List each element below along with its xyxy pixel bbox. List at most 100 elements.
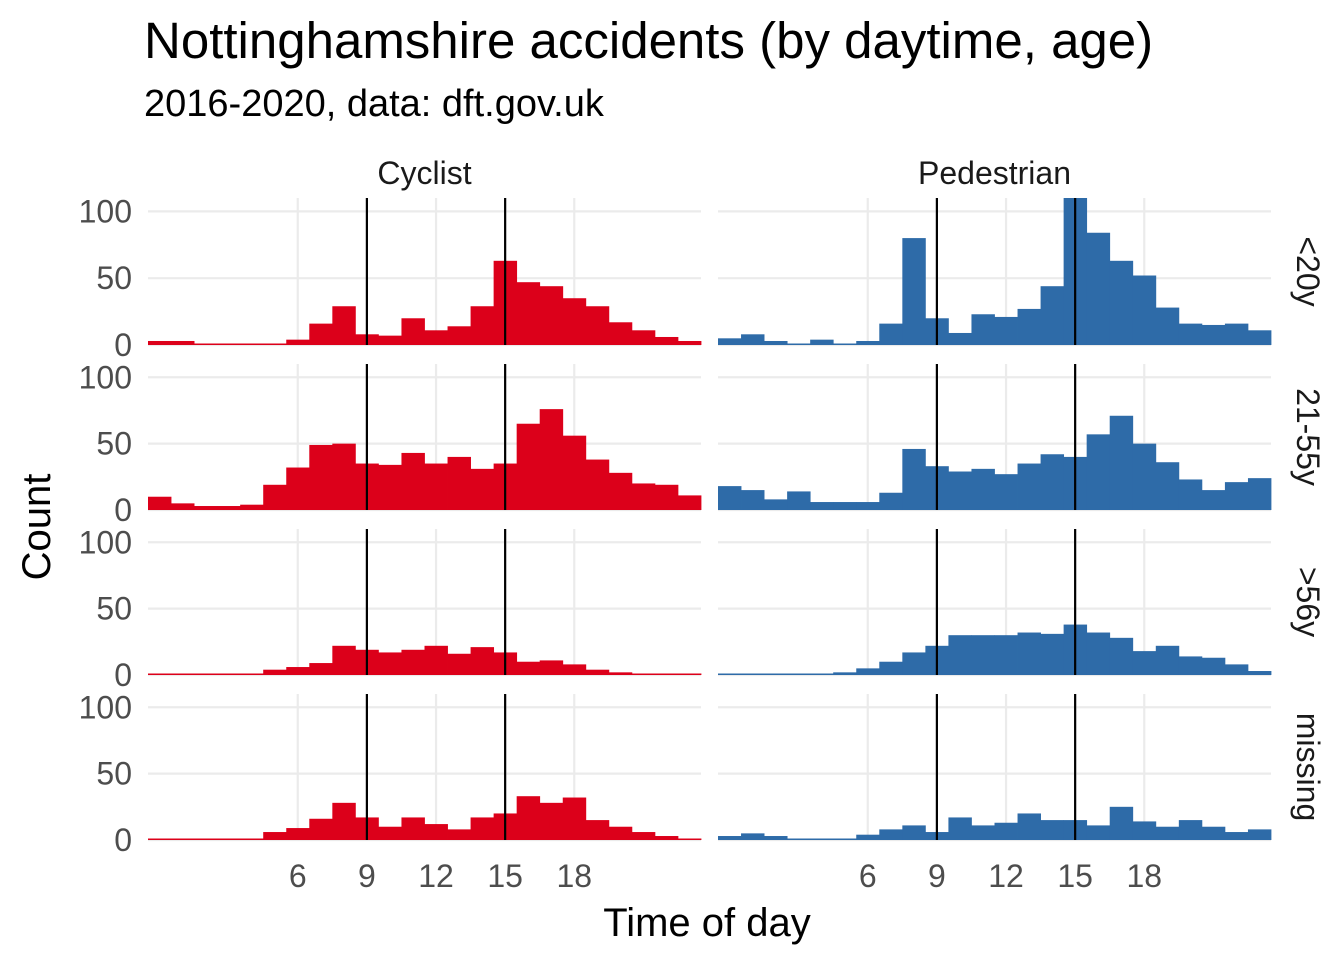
bar xyxy=(171,340,195,345)
strip-label-0: Cyclist xyxy=(377,155,471,191)
bar xyxy=(856,668,880,675)
y-tick-label: 50 xyxy=(96,260,132,296)
panel-0-0 xyxy=(148,198,702,347)
bar xyxy=(677,838,702,840)
bar xyxy=(562,797,587,840)
bar xyxy=(401,452,425,510)
bar xyxy=(1178,820,1203,840)
bar xyxy=(194,343,218,345)
bar xyxy=(787,673,811,675)
bar xyxy=(1155,462,1180,510)
bar xyxy=(1155,307,1180,345)
bar xyxy=(833,672,857,675)
bar xyxy=(1109,260,1134,345)
bar xyxy=(631,832,656,840)
bar xyxy=(1224,323,1249,345)
y-tick-label: 100 xyxy=(79,193,132,229)
bar xyxy=(1040,820,1065,840)
bar xyxy=(971,825,995,840)
bar xyxy=(879,661,903,675)
panel-0-2 xyxy=(148,529,702,677)
bar xyxy=(856,834,880,840)
y-tick-label: 50 xyxy=(96,591,132,627)
row-strip-label-3: missing xyxy=(1290,713,1326,821)
y-tick-label: 50 xyxy=(96,426,132,462)
bar xyxy=(787,491,811,510)
panel-0-3 xyxy=(148,694,702,842)
row-strip-label-0: <20y xyxy=(1290,236,1326,306)
bar xyxy=(1247,671,1272,675)
bar xyxy=(562,664,587,675)
bar xyxy=(718,673,742,675)
bar xyxy=(194,506,218,510)
bar xyxy=(810,502,834,510)
bar xyxy=(447,326,471,345)
y-tick-label: 0 xyxy=(114,822,132,858)
x-tick-label: 12 xyxy=(418,858,454,894)
bar xyxy=(148,673,172,675)
bar xyxy=(1086,434,1111,510)
bar xyxy=(1017,308,1041,345)
bar xyxy=(585,820,610,840)
bar xyxy=(833,502,857,510)
bar xyxy=(631,483,656,510)
panel-1-3 xyxy=(718,694,1272,842)
chart-subtitle: 2016-2020, data: dft.gov.uk xyxy=(144,83,605,125)
bar xyxy=(948,817,972,840)
bar xyxy=(240,504,264,510)
bar xyxy=(217,343,241,345)
bar xyxy=(539,409,564,510)
bar xyxy=(677,495,702,510)
bar xyxy=(764,836,788,840)
bar xyxy=(1247,330,1272,345)
bar xyxy=(994,635,1018,675)
y-tick-label: 0 xyxy=(114,327,132,363)
x-axis-label: Time of day xyxy=(603,901,810,945)
bar xyxy=(856,502,880,510)
x-tick-label: 18 xyxy=(556,858,592,894)
bar xyxy=(240,343,264,345)
bar xyxy=(470,647,495,675)
bar xyxy=(263,484,287,510)
bar xyxy=(1017,632,1041,675)
x-tick-label: 15 xyxy=(487,858,523,894)
bar xyxy=(217,673,241,675)
panel-1-1 xyxy=(718,364,1272,512)
bar xyxy=(286,667,310,675)
bar xyxy=(654,336,679,345)
bar xyxy=(1201,657,1226,675)
bar xyxy=(741,673,765,675)
bar xyxy=(1224,832,1249,840)
panel-0-1 xyxy=(148,364,702,512)
bar xyxy=(902,238,926,345)
y-tick-label: 50 xyxy=(96,756,132,792)
bar xyxy=(948,332,972,345)
bar xyxy=(332,443,356,510)
bar xyxy=(1247,829,1272,840)
y-axis-label: Count xyxy=(15,474,59,581)
bar xyxy=(741,334,765,345)
bar xyxy=(631,330,656,345)
x-tick-label: 6 xyxy=(859,858,877,894)
bar xyxy=(810,673,834,675)
bar xyxy=(309,818,333,840)
bar xyxy=(1201,324,1226,345)
bar xyxy=(1201,826,1226,840)
bar xyxy=(585,669,610,675)
bar xyxy=(332,802,356,840)
bar xyxy=(286,828,310,840)
y-tick-label: 0 xyxy=(114,657,132,693)
bar xyxy=(1086,632,1111,675)
bar xyxy=(856,340,880,345)
bar xyxy=(447,456,471,510)
bar xyxy=(332,645,356,675)
bar xyxy=(810,838,834,840)
bar xyxy=(879,492,903,510)
strip-label-1: Pedestrian xyxy=(918,155,1071,191)
x-tick-label: 18 xyxy=(1126,858,1162,894)
bar xyxy=(718,836,742,840)
bar xyxy=(718,486,742,510)
x-tick-label: 9 xyxy=(928,858,946,894)
y-tick-label: 100 xyxy=(79,524,132,560)
bar xyxy=(677,340,702,345)
